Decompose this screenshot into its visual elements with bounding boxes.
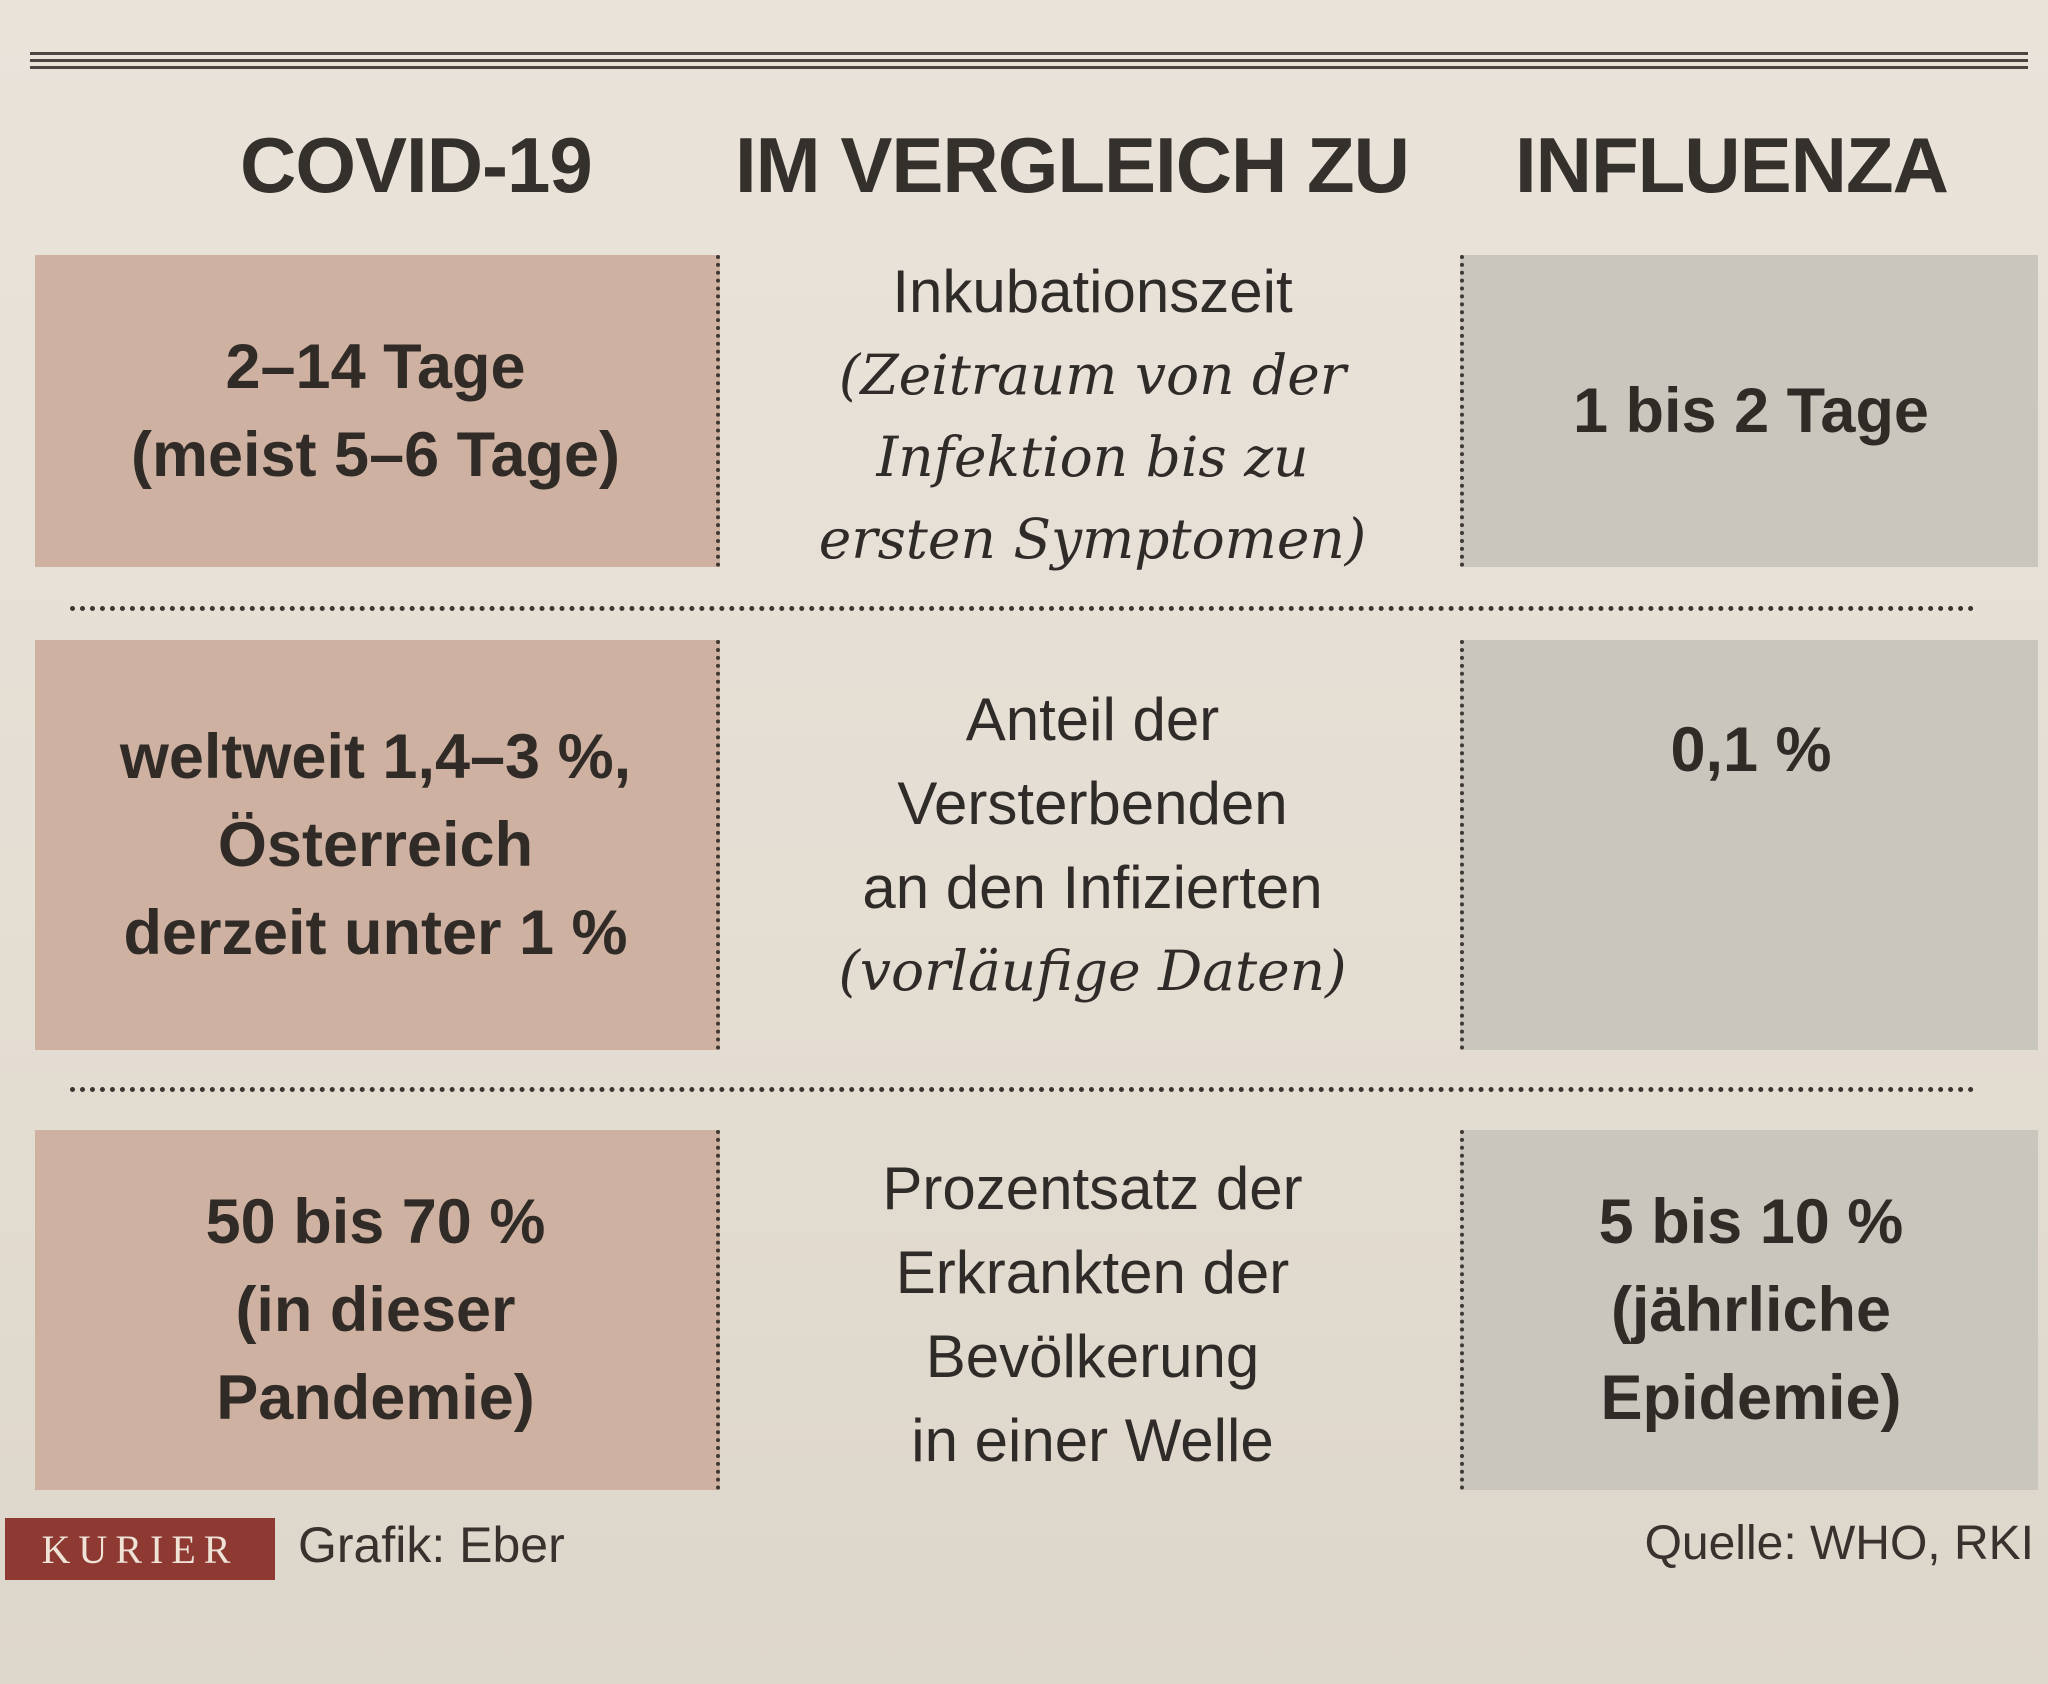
header-covid: COVID-19 — [240, 121, 593, 209]
label-italic-line: (vorläufige Daten) — [838, 939, 1347, 1003]
logo-text: KURIER — [41, 1526, 239, 1572]
label-italic-line: Infektion bis zu — [876, 425, 1309, 489]
row-divider — [70, 606, 1975, 611]
label-line: in einer Welle — [911, 1407, 1274, 1474]
covid-mortality-line: weltweit 1,4–3 %, — [119, 722, 632, 792]
influenza-mortality-box: 0,1 % — [1460, 640, 2038, 1050]
influenza-incubation-box: 1 bis 2 Tage — [1460, 255, 2038, 567]
source-credit: Quelle: WHO, RKI — [1644, 1517, 2034, 1570]
header-comparison: IM VERGLEICH ZU — [735, 121, 1410, 209]
attack-rate-label: Prozentsatz der Erkrankten der Bevölkeru… — [735, 1125, 1450, 1505]
influenza-incubation-line: 1 bis 2 Tage — [1573, 376, 1929, 446]
covid-incubation-line: 2–14 Tage — [225, 332, 526, 402]
mortality-label: Anteil der Versterbenden an den Infizier… — [735, 640, 1450, 1050]
covid-attack-rate-line: Pandemie) — [216, 1363, 535, 1433]
covid-mortality-box: weltweit 1,4–3 %, Österreich derzeit unt… — [35, 640, 720, 1050]
label-italic-line: (Zeitraum von der — [838, 343, 1347, 407]
incubation-label: Inkubationszeit (Zeitraum von der Infekt… — [735, 255, 1450, 575]
header-influenza: INFLUENZA — [1515, 121, 1949, 209]
covid-mortality-line: Österreich — [217, 810, 534, 880]
label-line: an den Infizierten — [862, 854, 1323, 921]
influenza-attack-rate-line: 5 bis 10 % — [1598, 1187, 1904, 1257]
influenza-mortality-line: 0,1 % — [1670, 715, 1832, 785]
covid-incubation-line: (meist 5–6 Tage) — [130, 420, 621, 490]
influenza-attack-rate-box: 5 bis 10 % (jährliche Epidemie) — [1460, 1130, 2038, 1490]
label-line: Erkrankten der — [895, 1239, 1290, 1306]
label-line: Versterbenden — [897, 770, 1288, 837]
covid-mortality-line: derzeit unter 1 % — [123, 898, 628, 968]
graphic-credit: Grafik: Eber — [298, 1517, 565, 1573]
influenza-attack-rate-line: (jährliche — [1610, 1275, 1892, 1345]
row-divider — [70, 1087, 1975, 1092]
covid-attack-rate-box: 50 bis 70 % (in dieser Pandemie) — [35, 1130, 720, 1490]
kurier-logo: KURIER — [5, 1518, 275, 1580]
label-line: Prozentsatz der — [882, 1155, 1303, 1222]
covid-incubation-box: 2–14 Tage (meist 5–6 Tage) — [35, 255, 720, 567]
label-line: Bevölkerung — [925, 1323, 1260, 1390]
influenza-attack-rate-line: Epidemie) — [1600, 1363, 1902, 1433]
covid-attack-rate-line: 50 bis 70 % — [205, 1187, 546, 1257]
label-italic-line: ersten Symptomen) — [818, 507, 1367, 571]
top-double-rule — [30, 52, 2028, 74]
covid-attack-rate-line: (in dieser — [235, 1275, 516, 1345]
label-line: Anteil der — [965, 686, 1220, 753]
label-line: Inkubationszeit — [892, 258, 1293, 325]
